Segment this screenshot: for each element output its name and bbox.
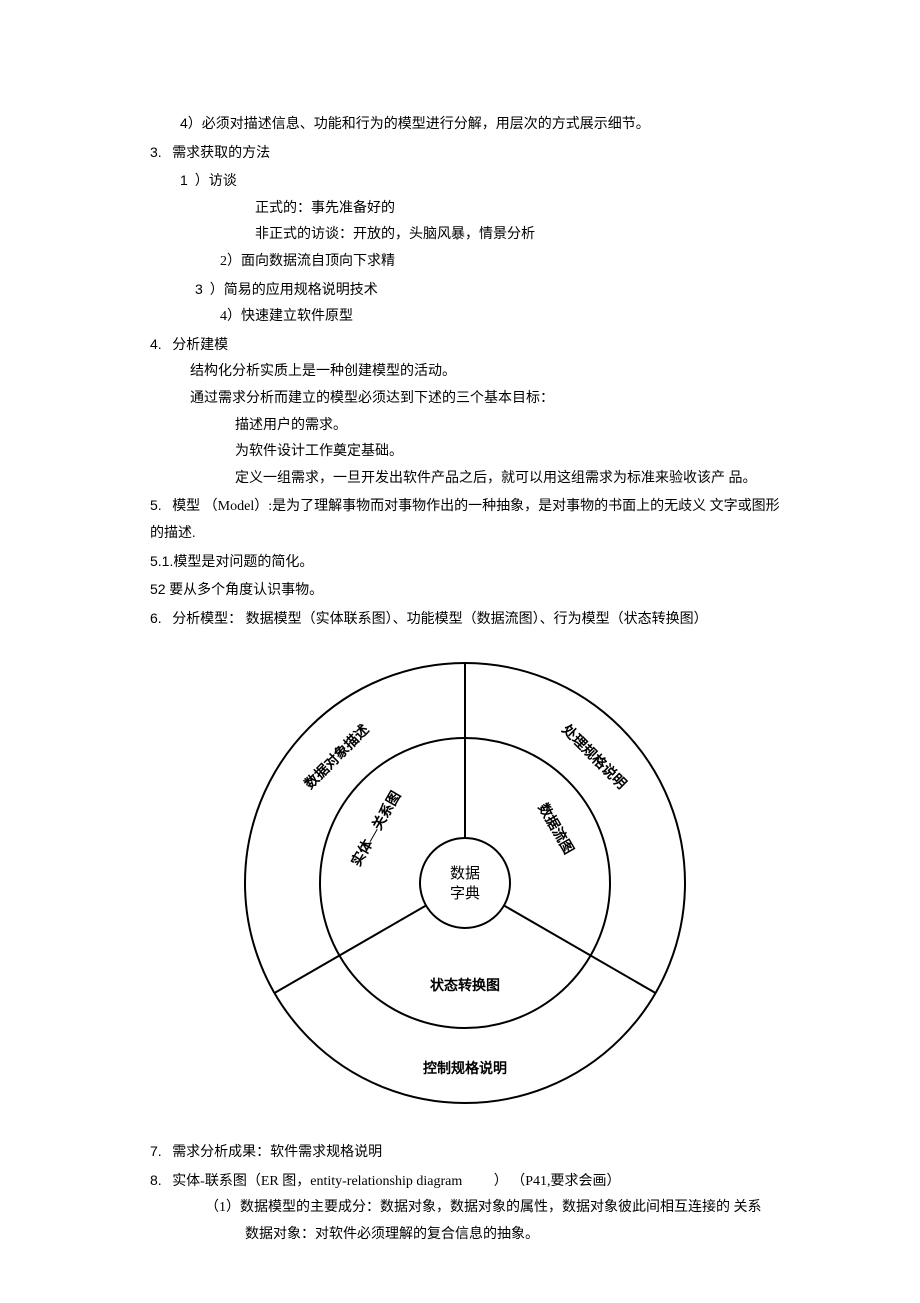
list-item: 5. 模型 （Model）:是为了理解事物而对事物作出的一种抽象，是对事物的书面… <box>150 492 780 547</box>
list-item: 7. 需求分析成果：软件需求规格说明 <box>150 1138 780 1167</box>
item-text: 需求分析成果：软件需求规格说明 <box>172 1145 382 1160</box>
center-circle <box>420 838 510 928</box>
item-number: 5. <box>150 497 162 513</box>
text-line: （1）数据模型的主要成分：数据对象，数据对象的属性，数据对象彼此间相互连接的 关… <box>150 1195 780 1222</box>
item-number: 52 <box>150 581 166 597</box>
analysis-model-diagram: 数据 字典 实体—关系图 数据流图 状态转换图 数据对象描述 处理规格说明 控制… <box>225 648 705 1118</box>
text-line: 正式的：事先准备好的 <box>150 196 780 223</box>
list-item: 52 要从多个角度认识事物。 <box>150 576 780 605</box>
divider-left <box>275 906 427 994</box>
item-number: 8. <box>150 1172 162 1188</box>
item-number: 3 <box>195 281 203 297</box>
item-number: 7. <box>150 1143 162 1159</box>
item-text-extra: ） （P41,要求会画） <box>494 1174 621 1189</box>
item-text: 模型是对问题的简化。 <box>173 555 313 570</box>
text-line: 结构化分析实质上是一种创建模型的活动。 <box>150 359 780 386</box>
text-line: 通过需求分析而建立的模型必须达到下述的三个基本目标： <box>150 386 780 413</box>
outer-bottom: 控制规格说明 <box>423 1060 507 1077</box>
item-text: 要从多个角度认识事物。 <box>169 583 323 598</box>
inner-top-right: 数据流图 <box>535 801 578 858</box>
list-item: 3. 需求获取的方法 <box>150 139 780 168</box>
item-number: 4. <box>150 336 162 352</box>
item-text: 需求获取的方法 <box>172 146 270 161</box>
list-item: 5.1.模型是对问题的简化。 <box>150 548 780 577</box>
item-text: 分析建模 <box>172 338 228 353</box>
item-number: 6. <box>150 610 162 626</box>
list-item: 3 ）简易的应用规格说明技术 <box>150 276 780 305</box>
item-text: ）访谈 <box>195 174 237 189</box>
item-number: 3. <box>150 144 162 160</box>
text-line: 4）快速建立软件原型 <box>150 304 780 331</box>
list-item: 1 ）访谈 <box>150 167 780 196</box>
text-line: 为软件设计工作奠定基础。 <box>150 439 780 466</box>
center-label-2: 字典 <box>450 885 480 902</box>
item-text: 模型 （Model）:是为了理解事物而对事物作出的一种抽象，是对事物的书面上的无… <box>150 499 780 541</box>
text-line: 描述用户的需求。 <box>150 413 780 440</box>
text-line: 定义一组需求，一旦开发出软件产品之后，就可以用这组需求为标准来验收该产 品。 <box>150 466 780 493</box>
item-number: 4 <box>180 115 188 131</box>
item-text: 实体-联系图（ER 图，entity-relationship diagram <box>172 1174 462 1189</box>
list-item: 8. 实体-联系图（ER 图，entity-relationship diagr… <box>150 1167 780 1196</box>
list-item: 4. 分析建模 <box>150 331 780 360</box>
diagram-svg: 数据 字典 实体—关系图 数据流图 状态转换图 数据对象描述 处理规格说明 控制… <box>225 648 705 1118</box>
text-line: 数据对象：对软件必须理解的复合信息的抽象。 <box>150 1222 780 1249</box>
center-label-1: 数据 <box>450 865 480 882</box>
item-text: ）简易的应用规格说明技术 <box>210 283 378 298</box>
inner-top-left: 实体—关系图 <box>348 788 405 869</box>
list-item: 6. 分析模型： 数据模型（实体联系图）、功能模型（数据流图）、行为模型（状态转… <box>150 605 780 634</box>
list-item: 4）必须对描述信息、功能和行为的模型进行分解，用层次的方式展示细节。 <box>150 110 780 139</box>
item-text: 分析模型： 数据模型（实体联系图）、功能模型（数据流图）、行为模型（状态转换图） <box>172 612 708 627</box>
text-line: 2）面向数据流自顶向下求精 <box>150 249 780 276</box>
item-number: 5.1. <box>150 553 173 569</box>
text-line: 非正式的访谈：开放的，头脑风暴，情景分析 <box>150 222 780 249</box>
item-number: 1 <box>180 172 188 188</box>
inner-bottom: 状态转换图 <box>430 977 500 994</box>
divider-right <box>504 906 656 994</box>
item-text: ）必须对描述信息、功能和行为的模型进行分解，用层次的方式展示细节。 <box>188 117 650 132</box>
